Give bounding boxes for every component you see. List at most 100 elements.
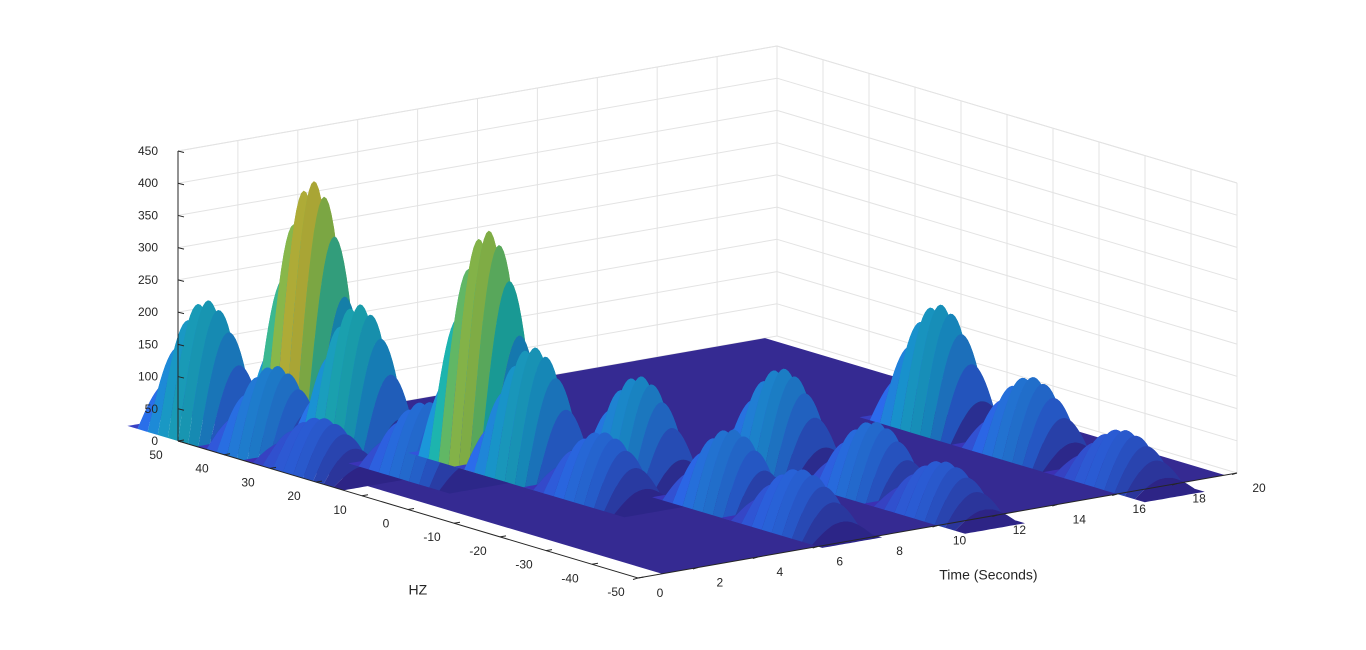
surface-patch — [620, 384, 691, 491]
surface-patch — [303, 424, 374, 482]
y-tick-mark — [499, 535, 507, 538]
x-tick-label: 18 — [1192, 492, 1206, 506]
y-tick-mark — [177, 439, 185, 442]
surface-patch — [955, 509, 1025, 534]
x-tick-label: 8 — [896, 544, 903, 558]
y-tick-label: 50 — [149, 448, 163, 462]
y-tick-mark — [269, 466, 277, 469]
x-tick-mark — [1112, 493, 1118, 496]
y-tick-label: 40 — [195, 462, 209, 476]
surface-patch — [1032, 418, 1103, 472]
y-tick-label: -20 — [469, 544, 487, 558]
surface-patch — [257, 373, 328, 468]
surface-peak — [242, 417, 404, 491]
surface-patch — [924, 467, 995, 525]
tick-labels: 0501001502002503003504004500246810121416… — [138, 144, 1266, 600]
surface-peaks — [127, 181, 1205, 548]
surface-patch — [614, 488, 685, 518]
surface-patch — [783, 417, 854, 483]
x-tick-mark — [1052, 504, 1058, 507]
surface-patch — [930, 334, 1001, 442]
z-tick-mark — [177, 408, 185, 411]
x-tick-mark — [932, 525, 938, 528]
z-tick-label: 350 — [138, 208, 158, 222]
y-tick-label: 20 — [287, 489, 301, 503]
surface-patch — [604, 468, 675, 515]
surface-patch — [198, 332, 269, 450]
surface-patch — [340, 314, 410, 464]
surface-patch — [304, 236, 375, 454]
surface-patch — [781, 475, 852, 539]
surface-patch — [313, 434, 384, 485]
surface-patch — [722, 450, 793, 522]
surface-patch — [855, 428, 926, 505]
surface-patch — [594, 450, 665, 512]
x-tick-label: 16 — [1133, 502, 1147, 516]
y-tick-label: 10 — [333, 503, 347, 517]
x-tick-label: 6 — [836, 555, 843, 569]
surface-patch — [630, 402, 701, 494]
y-tick-label: -30 — [515, 558, 533, 572]
z-tick-mark — [177, 311, 185, 315]
x-tick-mark — [692, 567, 699, 570]
surface-patch — [1134, 477, 1205, 503]
surface-patch — [583, 438, 654, 509]
z-tick-label: 50 — [145, 402, 159, 416]
surface-patch — [791, 486, 862, 542]
y-axis-label: HZ — [408, 582, 427, 598]
z-tick-mark — [177, 214, 185, 218]
y-tick-mark — [407, 508, 415, 510]
z-tick-label: 250 — [138, 273, 158, 287]
x-tick-label: 10 — [953, 534, 967, 548]
z-tick-mark — [177, 247, 185, 250]
z-tick-label: 200 — [138, 305, 158, 319]
surface-patch — [773, 393, 844, 480]
y-tick-label: -40 — [561, 571, 579, 585]
surface-patch — [514, 356, 585, 488]
x-tick-mark — [1231, 472, 1238, 475]
x-tick-label: 4 — [776, 565, 783, 579]
surface-patch — [802, 502, 873, 545]
x-tick-label: 20 — [1252, 481, 1266, 495]
z-tick-label: 450 — [138, 144, 158, 158]
surface-patch — [940, 364, 1011, 445]
y-tick-mark — [591, 562, 599, 565]
surface-patch — [865, 441, 936, 508]
x-tick-label: 2 — [717, 576, 724, 590]
y-tick-mark — [361, 494, 369, 497]
y-tick-mark — [223, 453, 231, 456]
surface-patch — [1114, 446, 1185, 497]
z-tick-label: 300 — [138, 241, 158, 255]
y-tick-mark — [637, 576, 645, 579]
z-tick-mark — [177, 182, 185, 186]
surface-patch — [1012, 384, 1083, 466]
y-tick-mark — [315, 480, 323, 483]
surface-patch — [812, 521, 883, 548]
z-tick-label: 400 — [138, 176, 158, 190]
surface-patch — [1022, 398, 1093, 469]
surface-peak — [523, 432, 685, 518]
surface-patch — [641, 428, 712, 497]
surface-patch — [468, 245, 539, 474]
x-tick-mark — [752, 556, 758, 559]
x-tick-mark — [992, 514, 998, 517]
x-tick-label: 14 — [1073, 513, 1087, 527]
surface-peak — [721, 469, 883, 548]
surface-patch — [1104, 435, 1175, 494]
x-tick-mark — [812, 546, 818, 549]
x-tick-label: 0 — [657, 586, 664, 600]
surface-patch — [350, 338, 421, 467]
y-tick-label: 30 — [241, 475, 255, 489]
x-tick-mark — [1171, 483, 1178, 486]
surface-patch — [333, 465, 404, 491]
z-tick-label: 0 — [151, 434, 158, 448]
y-tick-mark — [545, 549, 553, 552]
z-tick-mark — [177, 150, 185, 153]
y-tick-label: -10 — [423, 530, 441, 544]
y-tick-label: 0 — [383, 517, 390, 531]
surface-patch — [920, 313, 991, 439]
surface-patch — [323, 448, 394, 488]
surface-patch — [188, 310, 259, 447]
x-tick-mark — [872, 535, 878, 538]
